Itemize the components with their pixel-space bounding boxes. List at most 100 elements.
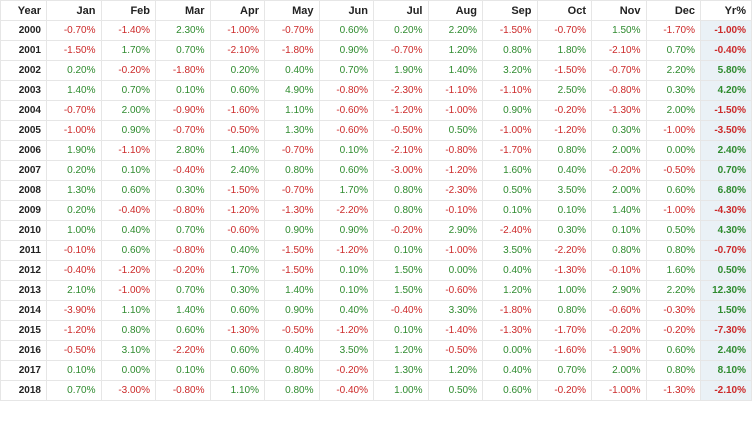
month-value-cell: 0.30% (591, 120, 647, 141)
yearly-total-cell: 5.80% (700, 60, 752, 81)
month-value-cell: 2.00% (645, 100, 701, 121)
month-value-cell: 0.30% (155, 180, 211, 201)
month-value-cell: -1.00% (46, 120, 102, 141)
month-value-cell: -0.20% (318, 360, 374, 381)
month-value-cell: 1.50% (373, 260, 429, 281)
month-value-cell: 0.00% (645, 140, 701, 161)
month-value-cell: -0.60% (427, 280, 483, 301)
yearly-total-cell: 2.40% (700, 340, 752, 361)
month-value-cell: 0.60% (155, 320, 211, 341)
year-cell: 2009 (0, 200, 47, 221)
year-cell: 2000 (0, 20, 47, 41)
month-value-cell: 0.10% (155, 360, 211, 381)
month-value-cell: 1.00% (536, 280, 592, 301)
month-value-cell: 1.70% (209, 260, 265, 281)
month-value-cell: -1.20% (318, 320, 374, 341)
month-value-cell: 1.90% (46, 140, 102, 161)
month-value-cell: -0.40% (318, 380, 374, 401)
month-value-cell: 1.30% (264, 120, 320, 141)
yearly-total-cell: -0.70% (700, 240, 752, 261)
month-value-cell: -1.30% (264, 200, 320, 221)
month-value-cell: 2.50% (536, 80, 592, 101)
month-value-cell: -2.10% (209, 40, 265, 61)
month-value-cell: 1.20% (427, 360, 483, 381)
month-value-cell: 0.40% (264, 340, 320, 361)
month-value-cell: 0.40% (209, 240, 265, 261)
month-value-cell: 0.60% (100, 240, 156, 261)
month-value-cell: 0.30% (645, 80, 701, 101)
month-value-cell: 0.80% (536, 140, 592, 161)
month-value-cell: -0.70% (536, 20, 592, 41)
month-value-cell: -0.80% (591, 80, 647, 101)
month-value-cell: -0.70% (264, 20, 320, 41)
month-value-cell: 4.90% (264, 80, 320, 101)
month-value-cell: 0.80% (645, 360, 701, 381)
table-row: 2002 0.20% -0.20% -1.80% 0.20% 0.40% 0.70% 1.90… (0, 60, 752, 81)
month-value-cell: 0.20% (209, 60, 265, 81)
month-value-cell: 0.70% (155, 40, 211, 61)
month-value-cell: 0.00% (100, 360, 156, 381)
table-row: 2000 -0.70% -1.40% 2.30% -1.00% -0.70% 0.60% 0.… (0, 20, 752, 41)
month-value-cell: -0.40% (100, 200, 156, 221)
month-value-cell: 1.80% (536, 40, 592, 61)
column-header: Jan (46, 0, 102, 21)
month-value-cell: 0.90% (100, 120, 156, 141)
table-row: 2012 -0.40% -1.20% -0.20% 1.70% -1.50% 0.10% 1.… (0, 260, 752, 281)
month-value-cell: -1.20% (100, 260, 156, 281)
table-row: 2015 -1.20% 0.80% 0.60% -1.30% -0.50% -1.20% 0.… (0, 320, 752, 341)
month-value-cell: -0.80% (427, 140, 483, 161)
month-value-cell: -0.70% (155, 120, 211, 141)
month-value-cell: 0.60% (645, 180, 701, 201)
month-value-cell: 1.30% (373, 360, 429, 381)
month-value-cell: -0.20% (536, 100, 592, 121)
year-cell: 2018 (0, 380, 47, 401)
month-value-cell: -0.50% (209, 120, 265, 141)
month-value-cell: 0.80% (373, 180, 429, 201)
month-value-cell: 1.40% (46, 80, 102, 101)
month-value-cell: -1.50% (264, 260, 320, 281)
month-value-cell: -0.20% (645, 320, 701, 341)
month-value-cell: 2.00% (591, 360, 647, 381)
month-value-cell: 0.20% (46, 200, 102, 221)
month-value-cell: -2.40% (482, 220, 538, 241)
month-value-cell: 0.10% (100, 160, 156, 181)
column-header: Dec (645, 0, 701, 21)
yearly-total-cell: 4.20% (700, 80, 752, 101)
month-value-cell: -1.20% (373, 100, 429, 121)
month-value-cell: 0.20% (46, 160, 102, 181)
month-value-cell: 0.30% (209, 280, 265, 301)
month-value-cell: -0.70% (264, 180, 320, 201)
month-value-cell: -2.30% (373, 80, 429, 101)
month-value-cell: -0.80% (155, 200, 211, 221)
month-value-cell: -0.50% (264, 320, 320, 341)
month-value-cell: -1.10% (482, 80, 538, 101)
month-value-cell: 1.40% (427, 60, 483, 81)
month-value-cell: 0.10% (318, 280, 374, 301)
month-value-cell: 1.30% (46, 180, 102, 201)
month-value-cell: -0.80% (155, 380, 211, 401)
month-value-cell: -1.00% (427, 100, 483, 121)
month-value-cell: -3.00% (100, 380, 156, 401)
month-value-cell: 2.30% (155, 20, 211, 41)
month-value-cell: -0.20% (591, 160, 647, 181)
month-value-cell: 0.10% (536, 200, 592, 221)
column-header: Apr (209, 0, 265, 21)
column-header: Feb (100, 0, 156, 21)
month-value-cell: 0.10% (591, 220, 647, 241)
yearly-total-cell: -2.10% (700, 380, 752, 401)
month-value-cell: 0.60% (645, 340, 701, 361)
yearly-total-cell: -1.50% (700, 100, 752, 121)
month-value-cell: -1.60% (536, 340, 592, 361)
table-row: 2011 -0.10% 0.60% -0.80% 0.40% -1.50% -1.20% 0.… (0, 240, 752, 261)
month-value-cell: 3.50% (318, 340, 374, 361)
month-value-cell: -1.20% (536, 120, 592, 141)
month-value-cell: -0.40% (155, 160, 211, 181)
month-value-cell: 1.10% (100, 300, 156, 321)
month-value-cell: 2.00% (100, 100, 156, 121)
month-value-cell: -0.50% (645, 160, 701, 181)
year-cell: 2014 (0, 300, 47, 321)
month-value-cell: 0.90% (482, 100, 538, 121)
year-cell: 2007 (0, 160, 47, 181)
year-cell: 2010 (0, 220, 47, 241)
